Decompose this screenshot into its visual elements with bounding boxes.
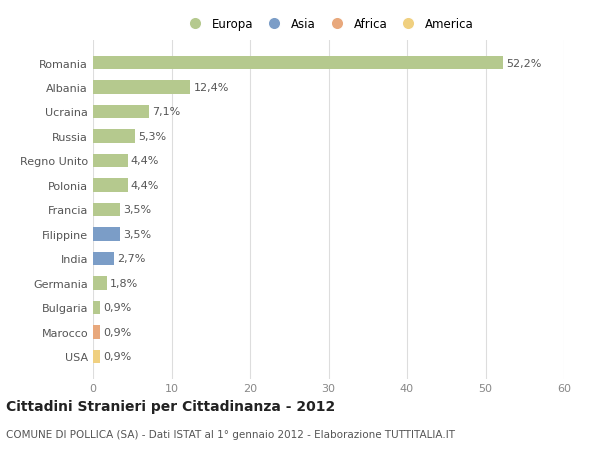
Text: 7,1%: 7,1% [152,107,180,117]
Bar [93,81,190,95]
Bar [93,325,100,339]
Bar [93,203,121,217]
Text: 12,4%: 12,4% [193,83,229,93]
Bar [93,154,128,168]
Text: Cittadini Stranieri per Cittadinanza - 2012: Cittadini Stranieri per Cittadinanza - 2… [6,399,335,413]
Text: 1,8%: 1,8% [110,278,139,288]
Text: 0,9%: 0,9% [103,303,131,313]
Bar [93,56,503,70]
Text: 4,4%: 4,4% [131,180,159,190]
Text: 52,2%: 52,2% [506,58,541,68]
Text: 2,7%: 2,7% [118,254,146,264]
Text: 5,3%: 5,3% [138,132,166,142]
Text: 0,9%: 0,9% [103,327,131,337]
Text: 3,5%: 3,5% [124,205,152,215]
Bar [93,179,128,192]
Bar [93,301,100,314]
Bar [93,252,114,266]
Bar [93,130,134,143]
Bar [93,228,121,241]
Text: COMUNE DI POLLICA (SA) - Dati ISTAT al 1° gennaio 2012 - Elaborazione TUTTITALIA: COMUNE DI POLLICA (SA) - Dati ISTAT al 1… [6,429,455,439]
Text: 0,9%: 0,9% [103,352,131,362]
Legend: Europa, Asia, Africa, America: Europa, Asia, Africa, America [179,13,478,36]
Bar [93,350,100,364]
Bar [93,277,107,290]
Text: 4,4%: 4,4% [131,156,159,166]
Text: 3,5%: 3,5% [124,230,152,240]
Bar [93,106,149,119]
